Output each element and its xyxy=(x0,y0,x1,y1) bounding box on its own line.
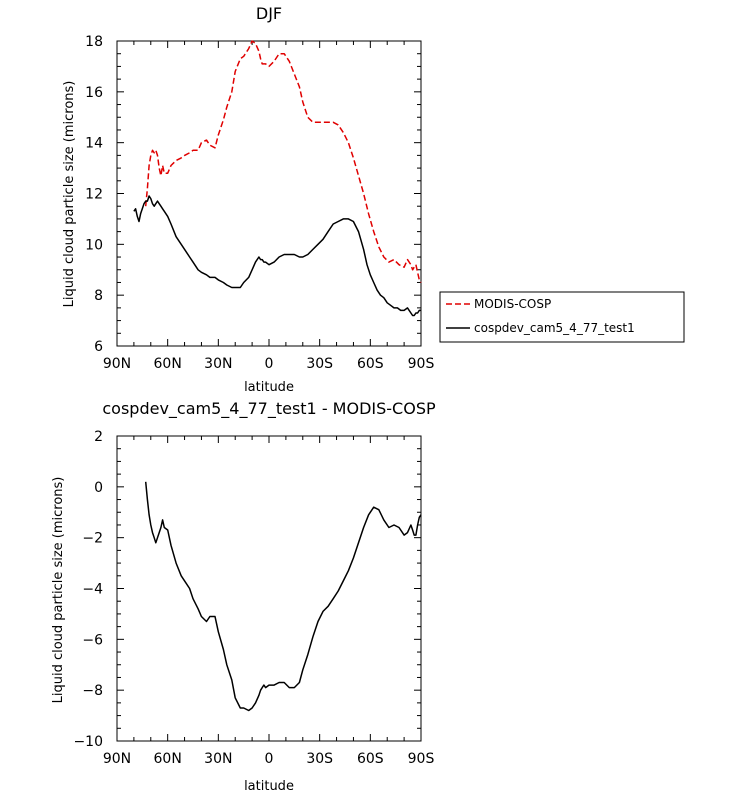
bottom-x-tick-label: 0 xyxy=(265,751,274,767)
bottom-plot-xlabel: latitude xyxy=(244,779,294,794)
top-x-tick-label: 0 xyxy=(265,356,274,372)
top-y-tick-label: 14 xyxy=(85,136,103,152)
top-plot-ylabel: Liquid cloud particle size (microns) xyxy=(62,81,77,308)
bottom-plot-title: cospdev_cam5_4_77_test1 - MODIS-COSP xyxy=(102,399,436,419)
top-x-tick-label: 90S xyxy=(408,356,435,372)
top-x-tick-label: 30S xyxy=(306,356,333,372)
top-y-tick-label: 12 xyxy=(85,187,103,203)
top-series-line-1 xyxy=(144,40,422,283)
top-plot-xlabel: latitude xyxy=(244,380,294,395)
legend-label-model: cospdev_cam5_4_77_test1 xyxy=(474,321,635,335)
bottom-y-tick-label: −10 xyxy=(73,734,103,750)
bottom-x-tick-label: 90S xyxy=(408,751,435,767)
top-series-line-2 xyxy=(133,195,421,317)
bottom-y-tick-label: −4 xyxy=(82,582,103,598)
bottom-y-tick-label: −8 xyxy=(82,683,103,699)
bottom-x-tick-label: 30S xyxy=(306,751,333,767)
top-y-tick-label: 16 xyxy=(85,85,103,101)
bottom-y-tick-label: −6 xyxy=(82,632,103,648)
bottom-series-line-1 xyxy=(144,481,422,712)
top-plot-title: DJF xyxy=(256,4,282,23)
bottom-x-tick-label: 90N xyxy=(103,751,131,767)
bottom-plot-ylabel: Liquid cloud particle size (microns) xyxy=(51,477,66,704)
top-y-tick-label: 18 xyxy=(85,34,103,50)
legend: MODIS-COSP cospdev_cam5_4_77_test1 xyxy=(439,291,685,343)
legend-box xyxy=(439,291,685,343)
bottom-x-tick-label: 30N xyxy=(204,751,232,767)
bottom-x-tick-label: 60N xyxy=(154,751,182,767)
bottom-plot-frame xyxy=(116,435,422,742)
bottom-y-tick-label: 0 xyxy=(94,480,103,496)
legend-label-modis: MODIS-COSP xyxy=(474,297,551,311)
top-x-tick-label: 30N xyxy=(204,356,232,372)
bottom-plot-difference: cospdev_cam5_4_77_test1 - MODIS-COSP lat… xyxy=(51,399,436,794)
bottom-y-tick-label: −2 xyxy=(82,531,103,547)
top-x-tick-label: 90N xyxy=(103,356,131,372)
bottom-y-tick-label: 2 xyxy=(94,429,103,445)
top-y-tick-label: 8 xyxy=(94,288,103,304)
top-x-tick-label: 60N xyxy=(154,356,182,372)
top-x-tick-label: 60S xyxy=(357,356,384,372)
top-plot-djf: DJF latitude Liquid cloud particle size … xyxy=(62,4,434,395)
top-y-tick-label: 6 xyxy=(94,339,103,355)
top-plot-frame xyxy=(116,40,422,347)
top-y-tick-label: 10 xyxy=(85,237,103,253)
bottom-x-tick-label: 60S xyxy=(357,751,384,767)
